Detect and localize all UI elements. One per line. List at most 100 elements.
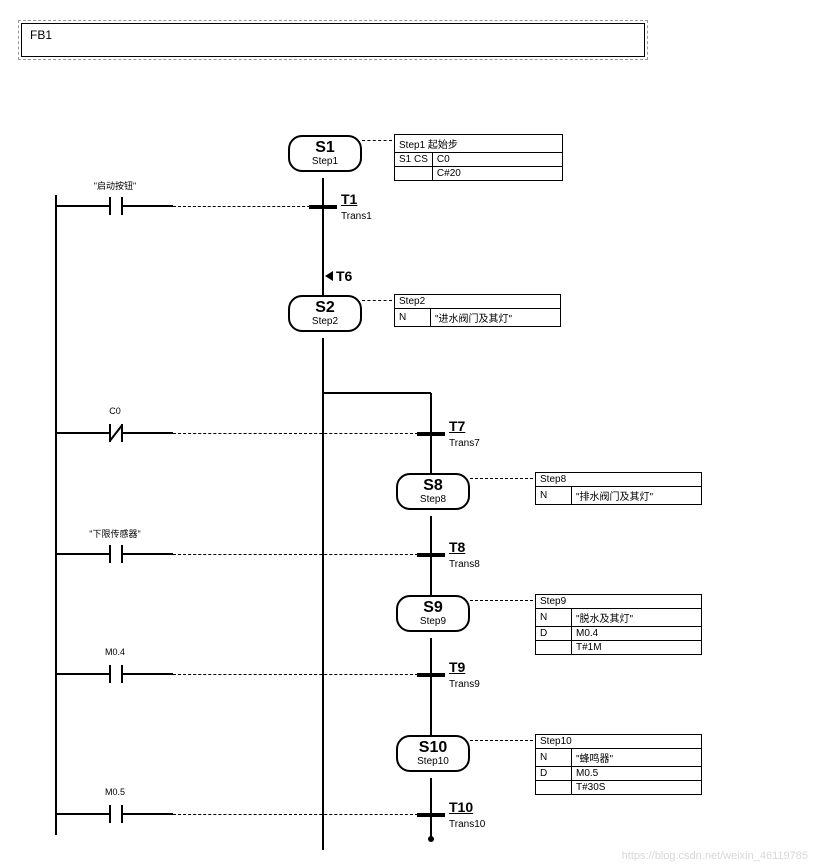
action-row-header: Step1 起始步 — [395, 135, 563, 153]
fb-title: FB1 — [21, 23, 645, 57]
ladder-wire-l8-r — [123, 553, 173, 555]
ladder-label-l9: M0.4 — [85, 647, 145, 657]
action-qualifier — [536, 641, 572, 655]
ladder-wire-l10-r — [123, 813, 173, 815]
ladder-wire-l1-l — [57, 205, 109, 207]
transition-t7-label: T7 — [449, 418, 465, 434]
ladder-dash-l7 — [173, 433, 423, 434]
action-value: M0.4 — [572, 627, 702, 641]
ladder-dash-l8 — [173, 554, 423, 555]
transition-t7-name: Trans7 — [449, 438, 480, 449]
connector-v_t10_end — [430, 817, 432, 838]
transition-t9-name: Trans9 — [449, 679, 480, 690]
ladder-wire-l7-l — [57, 432, 109, 434]
step-name: Step2 — [290, 316, 360, 328]
action-qualifier — [395, 167, 433, 181]
ladder-dash-l1 — [173, 206, 315, 207]
action-value: T#1M — [572, 641, 702, 655]
ladder-dash-l10 — [173, 814, 423, 815]
step-name: Step9 — [398, 616, 468, 628]
ladder-wire-l1-r — [123, 205, 173, 207]
action-table-a9: Step9 N"脱水及其灯"DM0.4T#1M — [535, 594, 702, 655]
watermark: https://blog.csdn.net/weixin_46119785 — [622, 850, 808, 862]
action-row-header: Step10 — [536, 735, 702, 749]
transition-t9-label: T9 — [449, 659, 465, 675]
transition-t6-arrow-icon — [325, 271, 333, 281]
step-s2: S2Step2 — [288, 295, 362, 332]
connector-v_s9_t9 — [430, 638, 432, 673]
leader-d1 — [362, 140, 392, 141]
action-qualifier: D — [536, 767, 572, 781]
connector-h_branch — [323, 392, 431, 394]
ladder-label-l1: "启动按钮" — [85, 179, 145, 192]
ladder-rail — [55, 195, 57, 835]
ladder-wire-l9-r — [123, 673, 173, 675]
transition-t6-label: T6 — [336, 268, 352, 284]
step-id: S2 — [290, 300, 360, 316]
step-s10: S10Step10 — [396, 735, 470, 772]
action-row-header: Step8 — [536, 473, 702, 487]
action-qualifier: D — [536, 627, 572, 641]
step-s9: S9Step9 — [396, 595, 470, 632]
connector-v_t1_down — [322, 209, 324, 295]
ladder-label-l10: M0.5 — [85, 787, 145, 797]
action-table-a2: Step2 N"进水阀门及其灯" — [394, 294, 561, 327]
connector-v_branch_t7 — [430, 393, 432, 432]
leader-d2 — [362, 300, 392, 301]
action-qualifier: N — [536, 609, 572, 627]
action-qualifier: N — [395, 309, 431, 327]
fb-header: FB1 — [18, 20, 648, 60]
step-id: S10 — [398, 740, 468, 756]
transition-t10-label: T10 — [449, 799, 473, 815]
leader-d10 — [470, 740, 533, 741]
action-table-a8: Step8 N"排水阀门及其灯" — [535, 472, 702, 505]
action-qualifier: N — [536, 749, 572, 767]
action-qualifier: S1 CS — [395, 153, 433, 167]
connector-v_s1_t1 — [322, 178, 324, 205]
ladder-label-l8: "下限传感器" — [85, 527, 145, 540]
action-table-a10: Step10 N"蜂鸣器"DM0.5T#30S — [535, 734, 702, 795]
action-value: "排水阀门及其灯" — [572, 487, 702, 505]
transition-t10-name: Trans10 — [449, 819, 485, 830]
connector-v_t7_s8 — [430, 436, 432, 473]
leader-d9 — [470, 600, 533, 601]
step-s1: S1Step1 — [288, 135, 362, 172]
step-s8: S8Step8 — [396, 473, 470, 510]
connector-v_t8_s9 — [430, 557, 432, 595]
action-value: C#20 — [432, 167, 562, 181]
transition-t8-name: Trans8 — [449, 559, 480, 570]
action-value: M0.5 — [572, 767, 702, 781]
action-value: "进水阀门及其灯" — [431, 309, 561, 327]
action-qualifier: N — [536, 487, 572, 505]
step-name: Step1 — [290, 156, 360, 168]
ladder-wire-l9-l — [57, 673, 109, 675]
step-id: S8 — [398, 478, 468, 494]
end-dot-icon — [428, 836, 434, 842]
transition-t1-name: Trans1 — [341, 211, 372, 222]
ladder-dash-l9 — [173, 674, 423, 675]
action-value: "蜂鸣器" — [572, 749, 702, 767]
ladder-label-l7: C0 — [85, 406, 145, 416]
connector-v_s2_down — [322, 338, 324, 850]
ladder-wire-l10-l — [57, 813, 109, 815]
action-value: C0 — [432, 153, 562, 167]
transition-t8-label: T8 — [449, 539, 465, 555]
connector-v_s10_t10 — [430, 778, 432, 813]
action-value: "脱水及其灯" — [572, 609, 702, 627]
ladder-wire-l8-l — [57, 553, 109, 555]
action-table-a1: Step1 起始步S1 CSC0C#20 — [394, 134, 563, 181]
action-row-header: Step2 — [395, 295, 561, 309]
not-slash-icon — [109, 424, 123, 442]
ladder-wire-l7-r — [123, 432, 173, 434]
step-name: Step10 — [398, 756, 468, 768]
step-id: S1 — [290, 140, 360, 156]
connector-v_s8_t8 — [430, 516, 432, 553]
connector-v_t9_s10 — [430, 677, 432, 735]
action-qualifier — [536, 781, 572, 795]
step-name: Step8 — [398, 494, 468, 506]
leader-d8 — [470, 478, 533, 479]
transition-t1-label: T1 — [341, 191, 357, 207]
action-row-header: Step9 — [536, 595, 702, 609]
step-id: S9 — [398, 600, 468, 616]
action-value: T#30S — [572, 781, 702, 795]
